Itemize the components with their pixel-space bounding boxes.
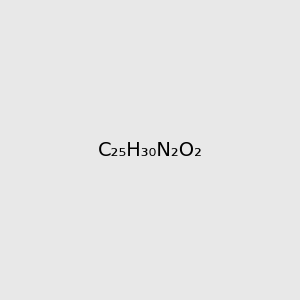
- Text: C₂₅H₃₀N₂O₂: C₂₅H₃₀N₂O₂: [98, 140, 202, 160]
